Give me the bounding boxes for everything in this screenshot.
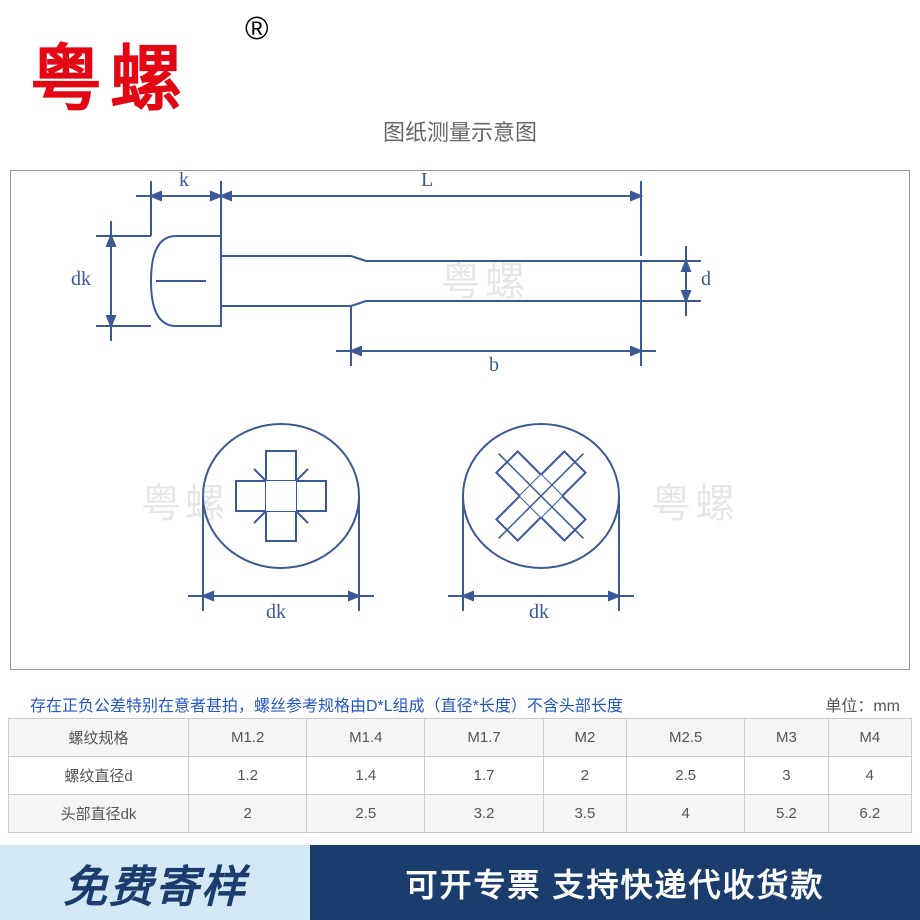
diagram-container: k L dk d b <box>10 170 910 670</box>
row-label: 头部直径dk <box>9 795 189 833</box>
label-dk-pozidriv: dk <box>529 601 549 624</box>
watermark-3: 粤螺 <box>651 471 739 529</box>
table-note: 存在正负公差特别在意者甚拍，螺丝参考规格由D*L组成（直径*长度）不含头部长度 <box>30 692 623 716</box>
spec-table: 螺纹规格 M1.2 M1.4 M1.7 M2 M2.5 M3 M4 螺纹直径d … <box>8 718 912 833</box>
row-label: 螺纹规格 <box>9 719 189 757</box>
table-row: 螺纹直径d 1.2 1.4 1.7 2 2.5 3 4 <box>9 757 912 795</box>
brand-logo: 粤螺 <box>30 20 190 125</box>
label-dk-phillips: dk <box>266 601 286 624</box>
diagram-title: 图纸测量示意图 <box>383 115 537 147</box>
label-b: b <box>489 354 499 377</box>
row-label: 螺纹直径d <box>9 757 189 795</box>
footer-right: 可开专票 支持快递代收货款 <box>310 845 920 920</box>
label-d: d <box>701 268 711 291</box>
watermark-1: 粤螺 <box>441 249 529 307</box>
label-dk: dk <box>71 268 91 291</box>
registered-symbol: ® <box>245 10 269 47</box>
table-unit: 单位：mm <box>825 692 900 716</box>
footer-left: 免费寄样 <box>0 845 310 920</box>
table-row: 螺纹规格 M1.2 M1.4 M1.7 M2 M2.5 M3 M4 <box>9 719 912 757</box>
watermark-2: 粤螺 <box>141 471 229 529</box>
label-L: L <box>421 169 433 192</box>
table-row: 头部直径dk 2 2.5 3.2 3.5 4 5.2 6.2 <box>9 795 912 833</box>
label-k: k <box>179 169 189 192</box>
screw-top-views <box>11 396 911 666</box>
